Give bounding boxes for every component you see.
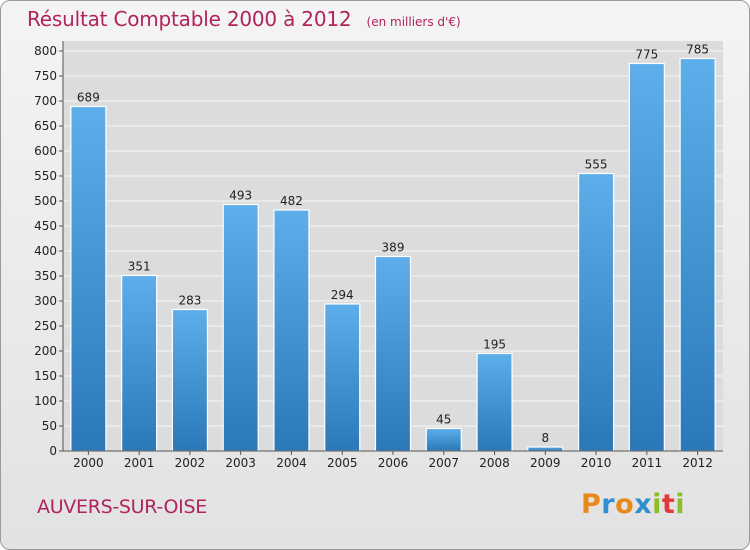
bar-value-label: 195 [483,338,506,352]
y-tick-label: 800 [34,44,57,58]
bar-value-label: 482 [280,194,303,208]
y-tick-label: 750 [34,69,57,83]
bar [121,274,158,452]
commune-name: AUVERS-SUR-OISE [37,496,207,518]
chart-heading: Résultat Comptable 2000 à 2012 (en milli… [27,7,461,31]
bar [679,57,716,452]
bar-value-label: 283 [178,294,201,308]
y-tick-label: 100 [34,394,57,408]
bar-value-label: 294 [331,288,354,302]
y-tick-label: 650 [34,119,57,133]
bar-value-label: 493 [229,189,252,203]
bar [374,255,412,452]
bar [628,62,665,452]
bar [222,203,259,452]
x-tick-label: 2007 [428,456,459,470]
logo-letter: r [601,489,616,520]
x-tick-label: 2002 [175,456,206,470]
bar-value-label: 775 [635,48,658,62]
bar [273,209,310,452]
bar-value-label: 8 [541,431,549,445]
x-tick-label: 2012 [682,456,713,470]
y-tick-label: 0 [49,444,57,458]
bar-value-label: 389 [382,241,405,255]
logo-letter: P [581,489,602,520]
bar-value-label: 555 [585,158,608,172]
x-tick-label: 2010 [581,456,612,470]
bar-value-label: 351 [128,260,151,274]
y-tick-label: 700 [34,94,57,108]
bar [527,446,564,452]
chart-subtitle: (en milliers d'€) [366,15,461,29]
x-tick-label: 2000 [73,456,104,470]
bars: 689 351 283 493 482 294 389 45 195 8 555 775 785 [70,43,716,452]
x-axis: 2000 2001 2002 2003 2004 2005 2006 2007 2008 2009… [63,450,723,470]
logo-letter: x [634,489,653,520]
y-tick-label: 350 [34,269,57,283]
bar [171,308,209,452]
x-tick-label: 2008 [479,456,510,470]
x-tick-label: 2001 [124,456,155,470]
proxiti-logo: Proxiti [581,489,685,520]
y-tick-label: 200 [34,344,57,358]
x-tick-label: 2011 [632,456,663,470]
bar [70,105,107,452]
y-tick-label: 550 [34,169,57,183]
bar [577,172,615,452]
x-tick-label: 2006 [378,456,409,470]
y-tick-label: 500 [34,194,57,208]
x-tick-label: 2004 [276,456,307,470]
logo-letter: o [615,489,635,520]
x-tick-label: 2009 [530,456,561,470]
x-tick-label: 2003 [225,456,256,470]
chart-title: Résultat Comptable 2000 à 2012 [27,7,352,31]
y-tick-label: 400 [34,244,57,258]
bar [476,352,513,452]
bar-value-label: 785 [686,43,709,57]
bar-value-label: 689 [77,91,100,105]
bar [425,427,462,452]
logo-letter: i [652,489,662,520]
logo-letter: t [661,489,676,520]
y-tick-label: 600 [34,144,57,158]
y-tick-label: 250 [34,319,57,333]
y-tick-label: 150 [34,369,57,383]
y-tick-label: 450 [34,219,57,233]
bar-value-label: 45 [436,413,451,427]
logo-letter: i [675,489,686,520]
y-tick-label: 300 [34,294,57,308]
bar [324,303,361,452]
y-axis: 0 50 100 150 200 250 300 350 400 450 500 550 600 650 7… [34,41,64,458]
y-tick-label: 50 [42,419,57,433]
x-tick-label: 2005 [327,456,358,470]
